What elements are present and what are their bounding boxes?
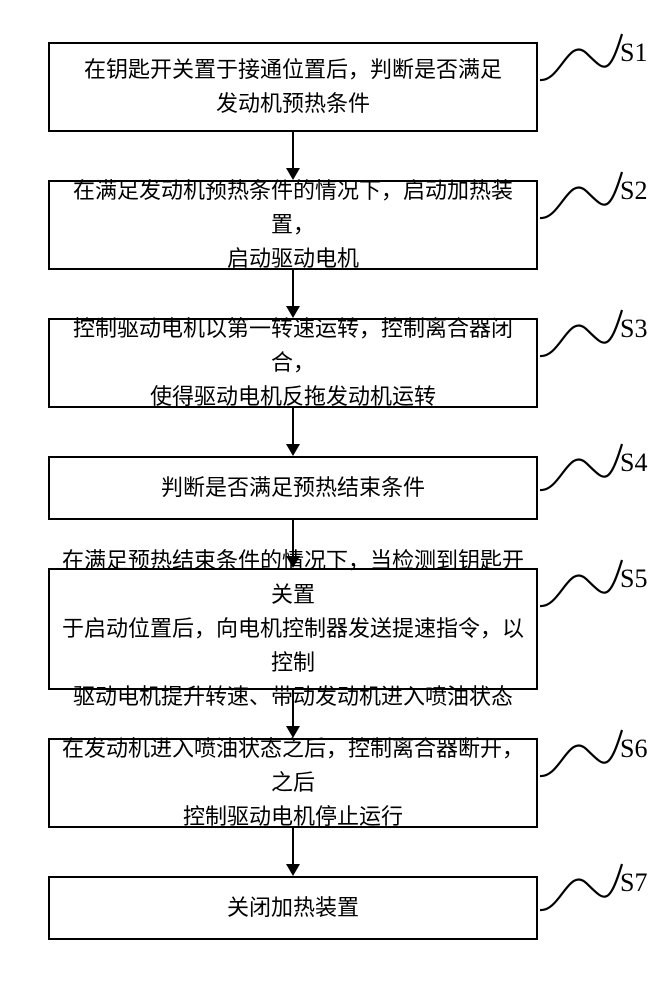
arrow-head-icon [286, 864, 300, 876]
step-text: 关闭加热装置 [227, 891, 359, 925]
arrow-line [292, 408, 294, 444]
step-text: 判断是否满足预热结束条件 [161, 471, 425, 505]
swash-connector [538, 304, 626, 360]
flowchart-container: 在钥匙开关置于接通位置后，判断是否满足 发动机预热条件S1在满足发动机预热条件的… [0, 0, 669, 1000]
arrow-head-icon [286, 306, 300, 318]
arrow-head-icon [286, 556, 300, 568]
swash-connector [538, 554, 626, 610]
step-text: 在发动机进入喷油状态之后，控制离合器断开，之后 控制驱动电机停止运行 [62, 732, 524, 834]
swash-connector [538, 438, 626, 494]
arrow-line [292, 828, 294, 864]
step-text: 在满足发动机预热条件的情况下，启动加热装置， 启动驱动电机 [62, 174, 524, 276]
arrow-line [292, 132, 294, 168]
step-box-s4: 判断是否满足预热结束条件 [48, 456, 538, 520]
arrow-line [292, 690, 294, 726]
step-text: 在满足预热结束条件的情况下，当检测到钥匙开关置 于启动位置后，向电机控制器发送提… [62, 544, 524, 714]
step-box-s7: 关闭加热装置 [48, 876, 538, 940]
step-box-s1: 在钥匙开关置于接通位置后，判断是否满足 发动机预热条件 [48, 42, 538, 132]
swash-connector [538, 724, 626, 780]
arrow-head-icon [286, 168, 300, 180]
arrow-head-icon [286, 726, 300, 738]
step-text: 在钥匙开关置于接通位置后，判断是否满足 发动机预热条件 [84, 53, 502, 121]
arrow-head-icon [286, 444, 300, 456]
step-box-s3: 控制驱动电机以第一转速运转，控制离合器闭合， 使得驱动电机反拖发动机运转 [48, 318, 538, 408]
arrow-line [292, 520, 294, 556]
swash-connector [538, 858, 626, 914]
step-box-s5: 在满足预热结束条件的情况下，当检测到钥匙开关置 于启动位置后，向电机控制器发送提… [48, 568, 538, 690]
swash-connector [538, 28, 626, 84]
step-box-s2: 在满足发动机预热条件的情况下，启动加热装置， 启动驱动电机 [48, 180, 538, 270]
step-text: 控制驱动电机以第一转速运转，控制离合器闭合， 使得驱动电机反拖发动机运转 [62, 312, 524, 414]
step-box-s6: 在发动机进入喷油状态之后，控制离合器断开，之后 控制驱动电机停止运行 [48, 738, 538, 828]
arrow-line [292, 270, 294, 306]
swash-connector [538, 166, 626, 222]
